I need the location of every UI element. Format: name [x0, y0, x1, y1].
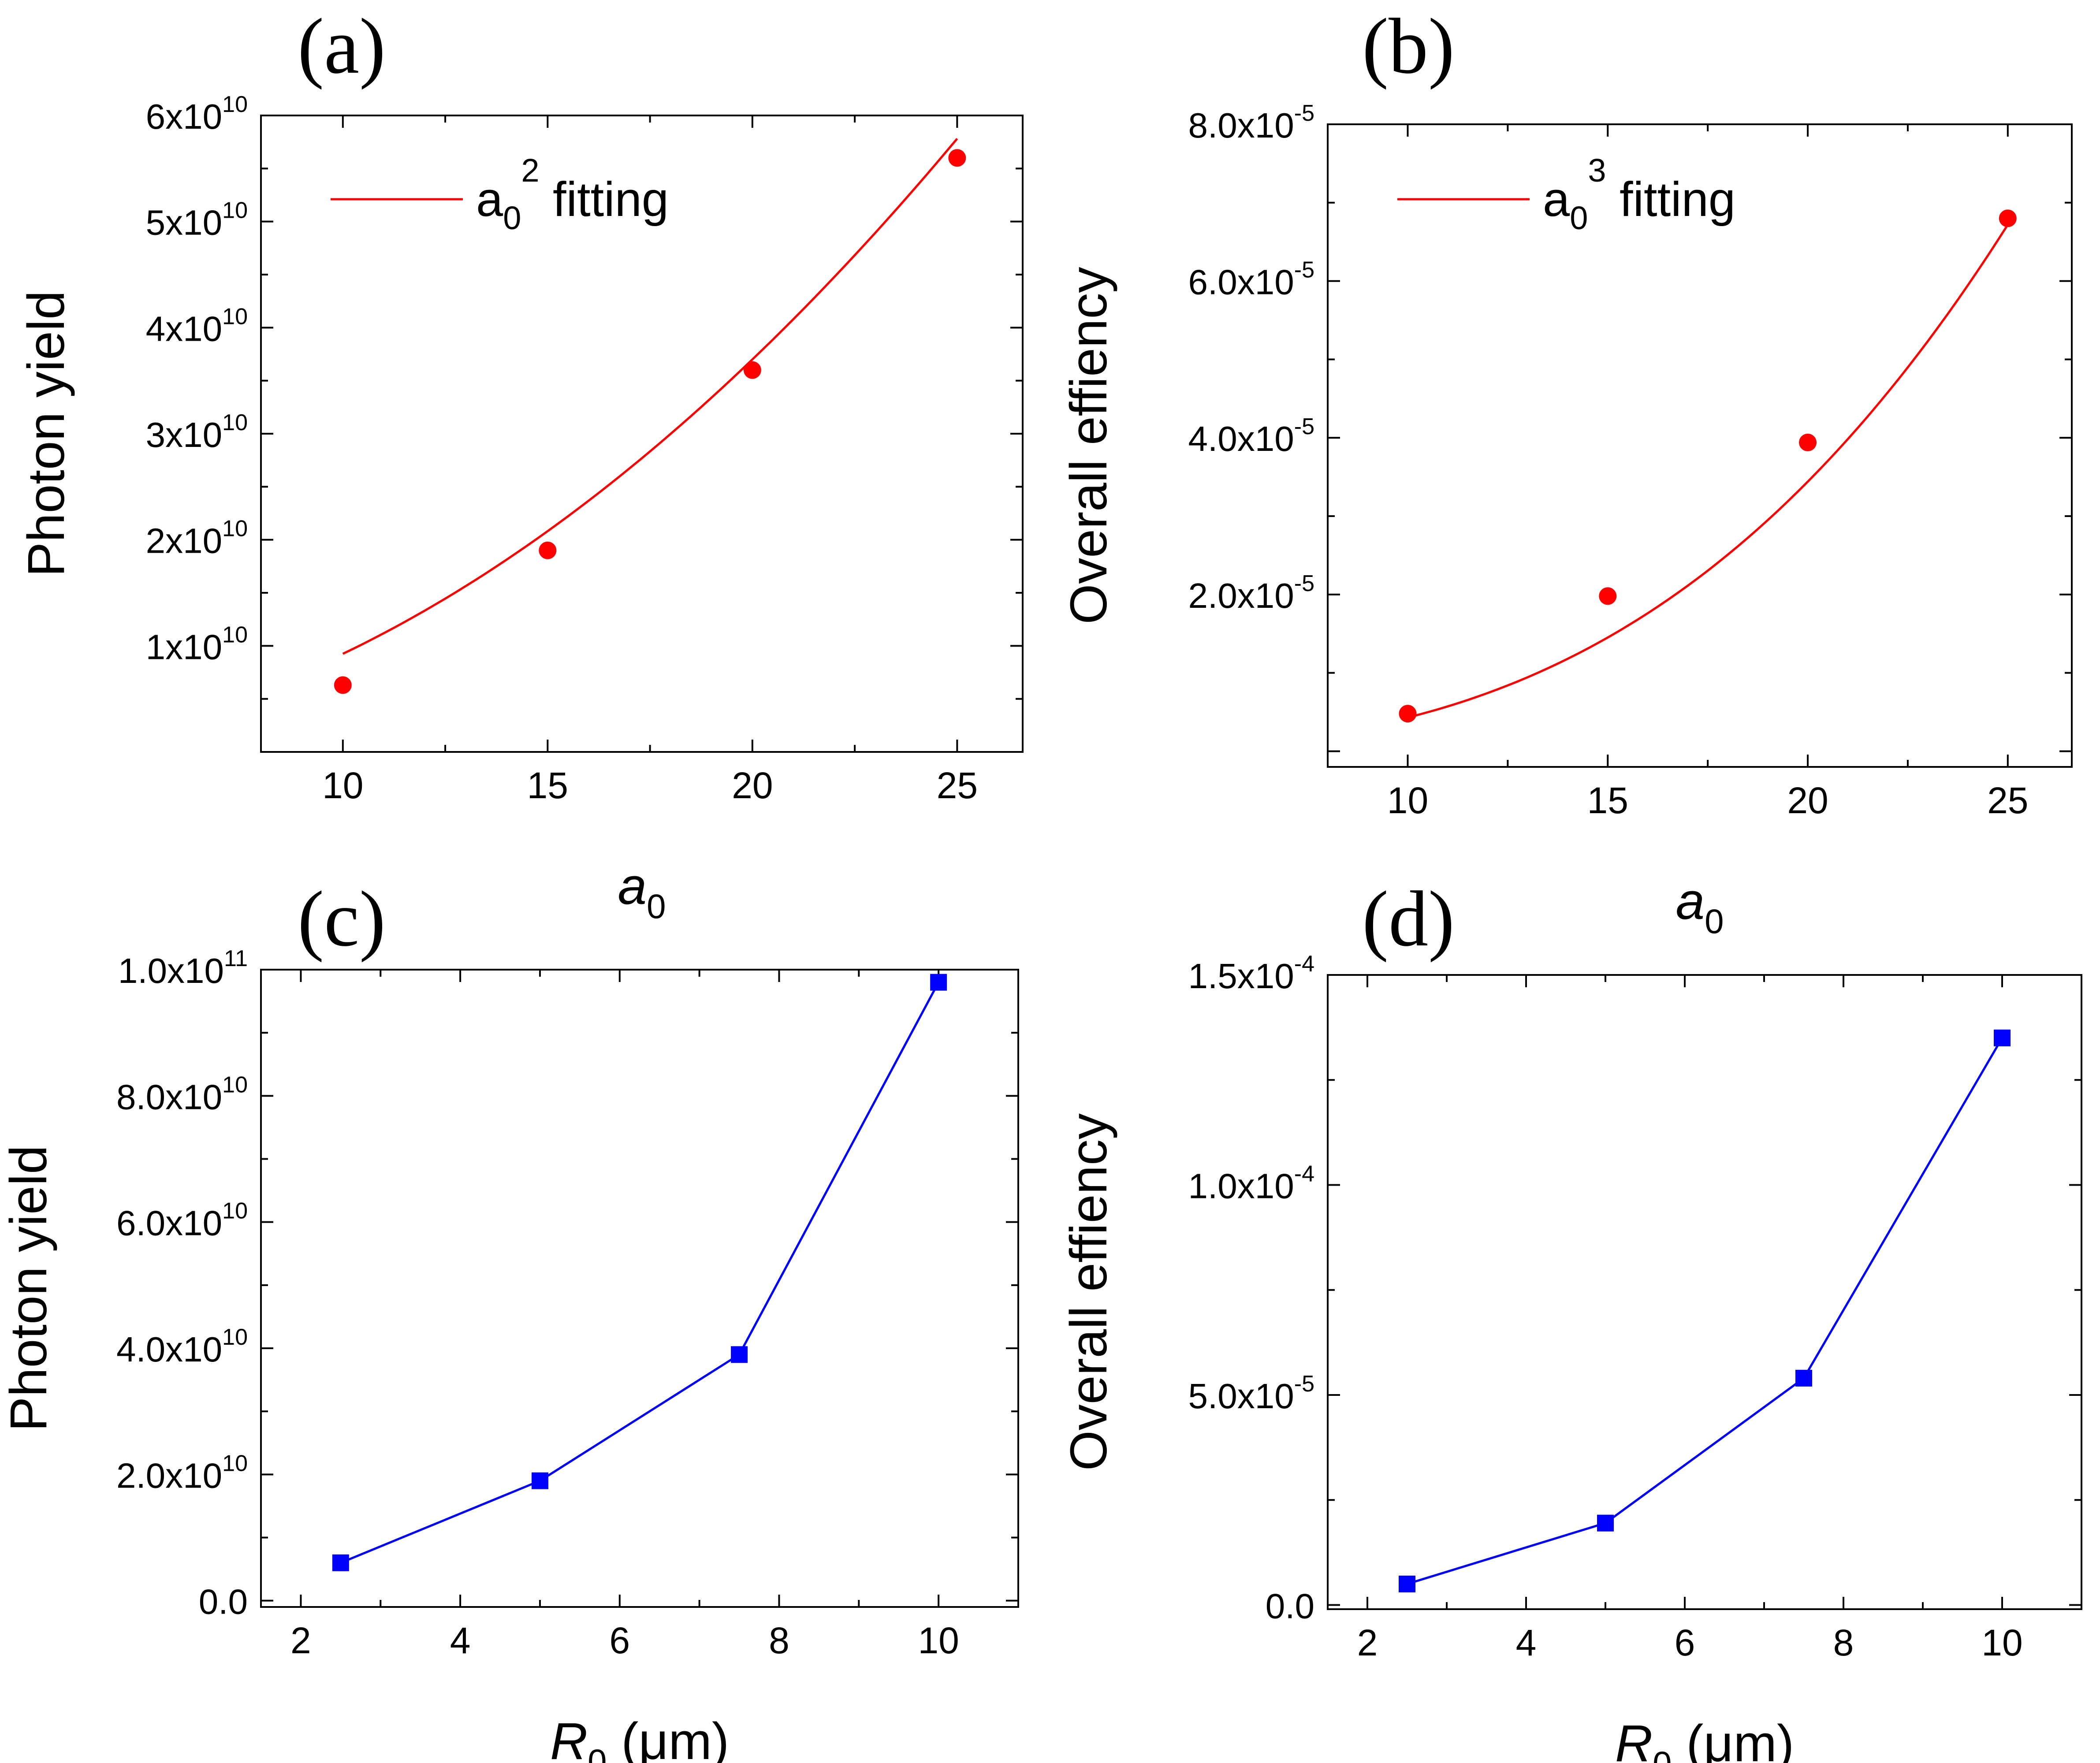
y-tick-label: 8.0x10-5: [1188, 100, 1314, 145]
data-point: [731, 1346, 748, 1363]
panel-b: (b) 10 15 20 25 2.0x10-5 4.0x10-5 6.0x10-5 8.0x1…: [1060, 2, 2073, 941]
legend-label: a03 fitting: [1543, 152, 1735, 236]
y-tick-label: 6.0x1010: [116, 1198, 248, 1243]
x-tick-label: 10: [918, 1620, 959, 1661]
data-point: [531, 1472, 548, 1489]
data-point: [1399, 705, 1417, 723]
series-line: [1407, 1037, 2003, 1585]
x-tick-label: 20: [732, 765, 773, 806]
data-point: [1399, 1575, 1415, 1592]
x-tick-label: 8: [769, 1620, 789, 1661]
y-tick-label: 1.0x1011: [118, 946, 248, 990]
x-tick-label: 10: [1981, 1622, 2022, 1663]
data-point: [1999, 209, 2017, 227]
plot-frame: [260, 969, 1019, 1608]
y-tick-label: 0.0: [1266, 1586, 1314, 1625]
panel-label: (d): [1362, 875, 1455, 963]
x-axis-title: a0: [1676, 872, 1724, 941]
x-tick-label: 6: [1675, 1622, 1695, 1663]
data-point: [332, 1554, 349, 1571]
x-tick-label: 15: [1587, 780, 1628, 821]
x-axis-title: a0: [618, 857, 666, 926]
legend-label: a02 fitting: [476, 152, 669, 236]
y-axis-title: Overall effiency: [1060, 267, 1118, 624]
x-tick-label: 6: [609, 1620, 630, 1661]
x-tick-label: 4: [450, 1620, 471, 1661]
data-point: [1795, 1369, 1812, 1387]
data-point: [948, 149, 966, 167]
y-tick-label: 0.0: [199, 1582, 248, 1622]
y-tick-label: 8.0x1010: [116, 1072, 248, 1116]
x-tick-label: 20: [1787, 780, 1828, 821]
data-point: [539, 541, 557, 559]
x-tick-label: 2: [1357, 1622, 1378, 1663]
data-point: [334, 676, 352, 694]
y-tick-label: 1.5x10-4: [1188, 951, 1314, 996]
y-tick-label: 1x1010: [146, 622, 248, 666]
plot-frame: [1327, 974, 2082, 1610]
y-tick-label: 4.0x10-5: [1188, 414, 1314, 458]
y-tick-label: 2.0x10-5: [1188, 571, 1314, 615]
y-tick-label: 3x1010: [146, 410, 248, 454]
x-tick-label: 10: [1387, 780, 1428, 821]
plot-frame: [1327, 123, 2073, 768]
data-point: [743, 361, 761, 379]
data-point: [1599, 587, 1617, 605]
x-tick-label: 25: [1987, 780, 2028, 821]
fit-curve: [342, 138, 958, 655]
x-tick-label: 10: [322, 765, 363, 806]
y-tick-label: 5x1010: [146, 198, 248, 242]
x-tick-label: 2: [290, 1620, 311, 1661]
y-axis-title: Overall effiency: [1060, 1113, 1118, 1471]
y-tick-label: 4.0x1010: [116, 1324, 248, 1369]
y-tick-label: 2x1010: [146, 516, 248, 561]
panel-label: (c): [298, 875, 386, 963]
x-axis-title: R0 (μm): [550, 1712, 729, 1763]
x-tick-label: 8: [1833, 1622, 1854, 1663]
x-axis-title: R0 (μm): [1615, 1715, 1794, 1763]
legend: a03 fitting: [1397, 152, 1735, 236]
fit-curve: [1407, 224, 2009, 719]
legend: a02 fitting: [331, 152, 669, 236]
y-tick-label: 2.0x1010: [116, 1451, 248, 1495]
y-tick-label: 6x1010: [146, 92, 248, 136]
y-tick-label: 4x1010: [146, 304, 248, 348]
panel-a: (a) 10 15 20 25 1x1010 2x1010 3x1010 4x1010 5x101…: [17, 2, 1024, 926]
y-tick-label: 1.0x10-4: [1188, 1161, 1314, 1205]
series-line: [340, 982, 940, 1564]
data-point: [930, 974, 947, 991]
y-axis-title: Photon yield: [0, 1145, 58, 1431]
panel-label: (a): [298, 2, 386, 90]
x-tick-label: 25: [937, 765, 978, 806]
x-tick-label: 4: [1516, 1622, 1537, 1663]
y-tick-label: 6.0x10-5: [1188, 257, 1314, 302]
data-point: [1799, 433, 1817, 451]
panel-c: (c) 2 4 6 8 10 0.0 2.0x1010 4.0x1010 6.0x1010 8.0x…: [0, 875, 1019, 1763]
y-tick-label: 5.0x10-5: [1188, 1371, 1314, 1416]
y-axis-title: Photon yield: [17, 290, 75, 577]
data-point: [1994, 1029, 2011, 1046]
x-tick-label: 15: [527, 765, 568, 806]
panel-label: (b): [1362, 2, 1455, 90]
data-point: [1597, 1514, 1614, 1532]
panel-d: (d) 2 4 6 8 10 0.0 5.0x10-5 1.0x10-4 1.5x10-4 Over…: [1060, 875, 2082, 1763]
